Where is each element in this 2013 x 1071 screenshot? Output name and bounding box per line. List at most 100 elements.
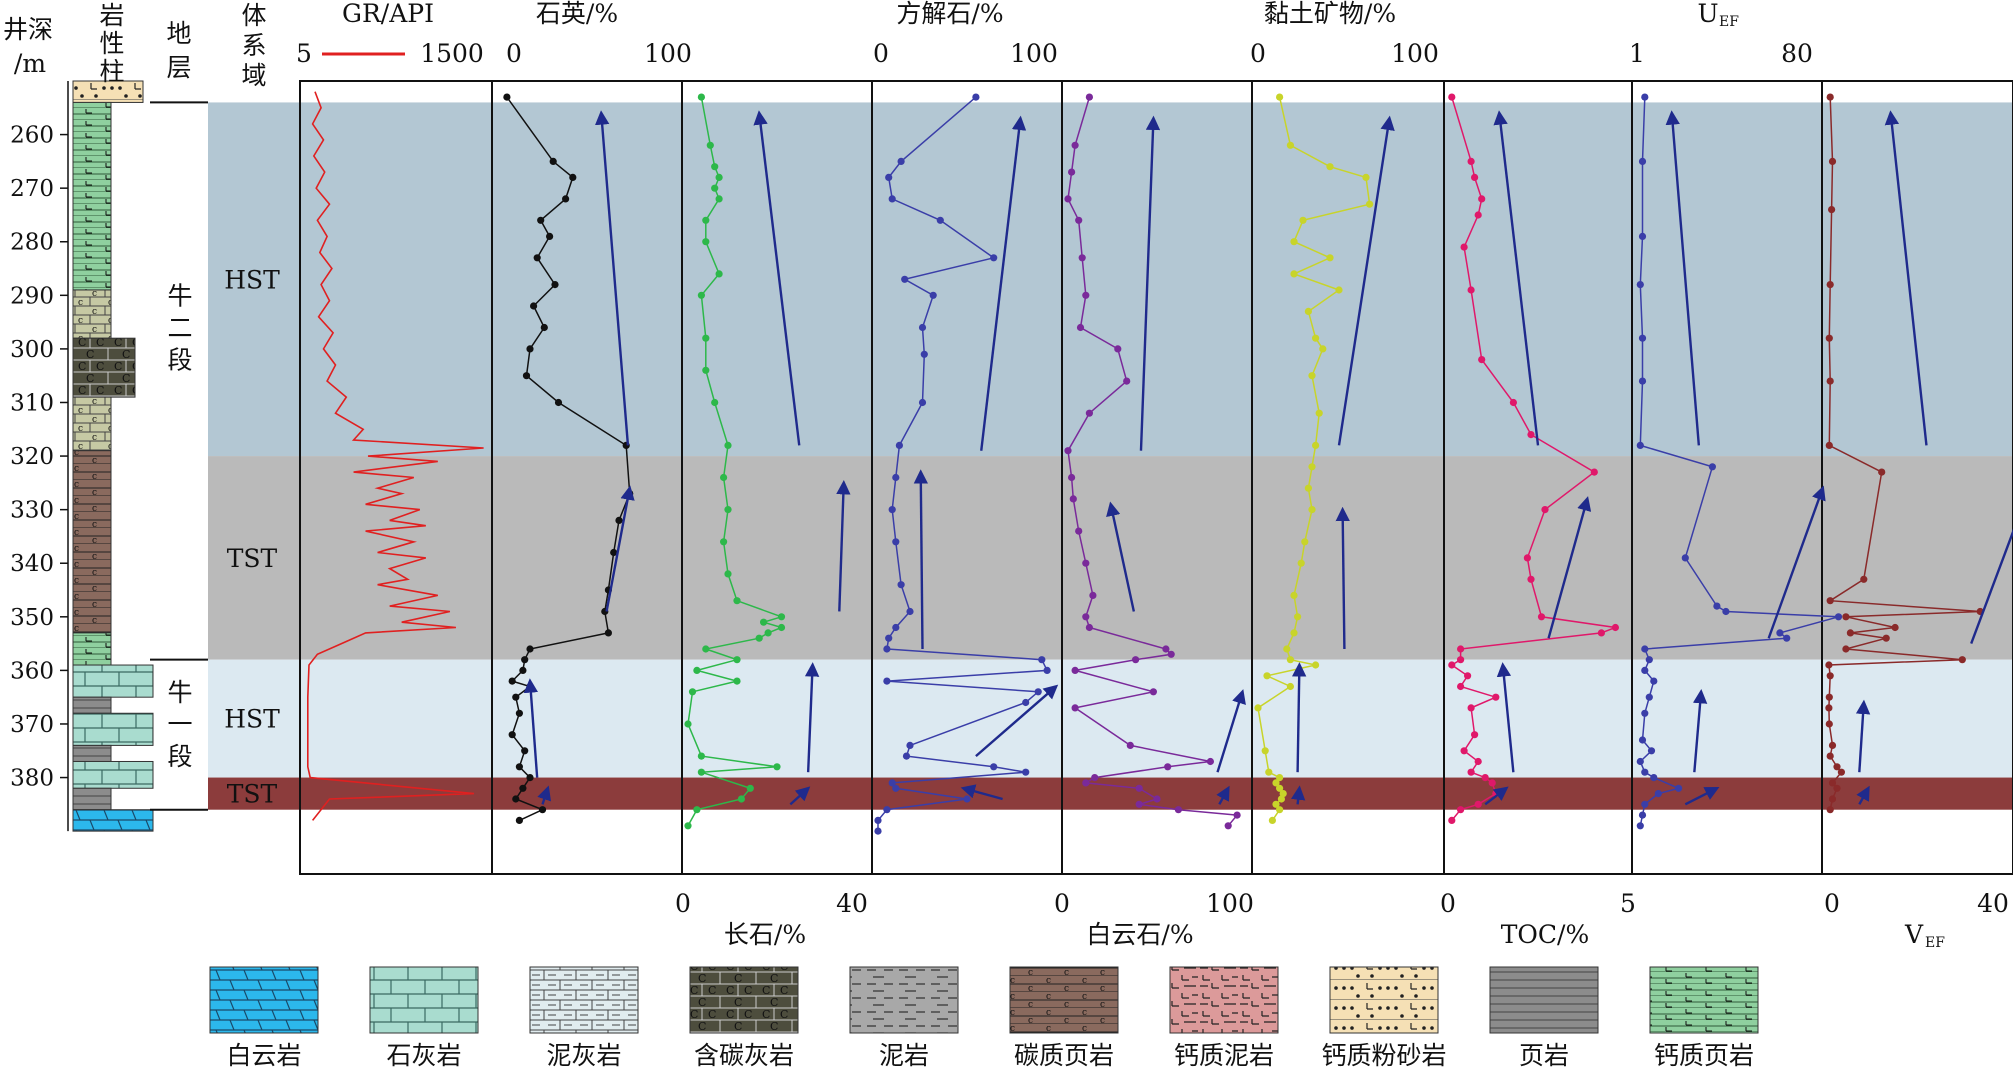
data-point-quartz-0 bbox=[503, 93, 511, 101]
data-point-feldspar-18 bbox=[733, 597, 741, 605]
toc-scale-min: 0 bbox=[1440, 889, 1456, 918]
data-point-clay-31 bbox=[1265, 768, 1273, 776]
data-point-dolomite-35 bbox=[1224, 822, 1232, 830]
data-point-v-21 bbox=[1825, 720, 1833, 728]
data-point-v-1 bbox=[1828, 157, 1837, 165]
dolomite-scale-max: 100 bbox=[1206, 889, 1254, 918]
trend-arrow-dolomite-14 bbox=[1216, 689, 1246, 773]
data-point-calcite-12 bbox=[892, 473, 900, 482]
legend-swatch-marl bbox=[529, 966, 639, 1034]
depth-label-350: 350 bbox=[10, 605, 54, 631]
legend-label-calc_mudstone: 钙质泥岩 bbox=[1174, 1041, 1274, 1070]
data-point-u-22 bbox=[1636, 757, 1644, 766]
data-point-v-11 bbox=[1842, 613, 1850, 621]
data-point-u-18 bbox=[1645, 693, 1653, 701]
data-point-quartz-19 bbox=[604, 629, 613, 637]
lithology-layer-calc_shale bbox=[72, 632, 112, 666]
data-point-clay-30 bbox=[1261, 747, 1269, 755]
lithology-header-3: 柱 bbox=[99, 57, 124, 86]
data-point-quartz-7 bbox=[551, 281, 559, 289]
data-point-clay-35 bbox=[1279, 790, 1287, 798]
data-point-clay-22 bbox=[1294, 613, 1302, 621]
tract-band-1 bbox=[208, 456, 2013, 660]
data-point-v-23 bbox=[1826, 752, 1834, 760]
data-point-feldspar-11 bbox=[702, 366, 710, 374]
data-point-u-21 bbox=[1647, 747, 1656, 755]
lithology-layer-limestone bbox=[72, 760, 154, 789]
u-scale-min: 1 bbox=[1629, 39, 1645, 68]
data-point-quartz-4 bbox=[537, 216, 545, 224]
u-title: U bbox=[1697, 0, 1718, 28]
data-point-feldspar-20 bbox=[760, 618, 768, 626]
data-point-feldspar-36 bbox=[684, 822, 692, 830]
depth-label-330: 330 bbox=[10, 498, 54, 524]
data-point-clay-19 bbox=[1301, 538, 1309, 546]
depth-label-380: 380 bbox=[10, 766, 54, 792]
clay-title: 黏土矿物/% bbox=[1264, 0, 1396, 28]
data-point-dolomite-21 bbox=[1132, 656, 1140, 664]
data-point-toc-16 bbox=[1597, 629, 1605, 637]
data-point-dolomite-14 bbox=[1075, 527, 1083, 535]
feldspar-scale-min: 0 bbox=[675, 889, 691, 918]
trend-arrow-u-27 bbox=[1684, 786, 1720, 806]
data-point-clay-34 bbox=[1276, 784, 1284, 792]
stratum-label-1-0: 牛 bbox=[167, 678, 192, 707]
data-point-u-27 bbox=[1641, 800, 1649, 808]
data-point-u-13 bbox=[1783, 634, 1791, 642]
data-point-toc-7 bbox=[1478, 356, 1486, 364]
data-point-toc-17 bbox=[1457, 645, 1465, 653]
data-point-dolomite-28 bbox=[1091, 774, 1099, 782]
data-point-feldspar-4 bbox=[711, 184, 719, 192]
lithology-legend: 白云岩 石灰岩 泥灰岩 含碳灰岩 泥岩 碳质页岩 钙质泥岩 钙质粉砂岩 页岩 钙质页岩 bbox=[209, 966, 1759, 1070]
data-point-toc-14 bbox=[1537, 613, 1546, 621]
legend-swatch-calc_mudstone bbox=[1169, 966, 1279, 1034]
data-point-v-3 bbox=[1826, 281, 1834, 289]
data-point-quartz-12 bbox=[554, 398, 563, 407]
trend-arrow-feldspar-5 bbox=[836, 479, 851, 612]
data-point-dolomite-0 bbox=[1085, 93, 1093, 101]
data-point-toc-33 bbox=[1448, 816, 1456, 825]
data-point-calcite-8 bbox=[918, 323, 927, 332]
data-point-toc-1 bbox=[1467, 157, 1475, 165]
data-point-quartz-2 bbox=[569, 173, 577, 181]
data-point-dolomite-15 bbox=[1082, 559, 1090, 567]
data-point-dolomite-6 bbox=[1082, 291, 1090, 299]
legend-label-carbon_limestone: 含碳灰岩 bbox=[694, 1041, 794, 1070]
trend-arrow-feldspar-4 bbox=[753, 110, 801, 446]
data-point-clay-4 bbox=[1366, 200, 1374, 208]
trend-arrow-u-26 bbox=[1692, 688, 1708, 773]
tract-band-2 bbox=[208, 659, 2013, 778]
data-point-dolomite-12 bbox=[1068, 473, 1076, 482]
data-point-quartz-23 bbox=[508, 677, 516, 685]
data-point-feldspar-19 bbox=[777, 613, 786, 621]
trend-arrow-v-31 bbox=[1856, 785, 1870, 805]
data-point-feldspar-25 bbox=[733, 656, 741, 664]
data-point-v-26 bbox=[1828, 779, 1837, 787]
data-point-v-8 bbox=[1860, 575, 1868, 583]
data-point-feldspar-12 bbox=[711, 398, 719, 407]
data-point-clay-24 bbox=[1283, 645, 1291, 653]
legend-label-carbon_shale: 碳质页岩 bbox=[1014, 1041, 1114, 1070]
gr-scale-min: 5 bbox=[296, 39, 312, 68]
legend-label-marl: 泥灰岩 bbox=[546, 1041, 621, 1070]
data-point-quartz-16 bbox=[610, 548, 618, 557]
data-point-toc-9 bbox=[1527, 431, 1535, 439]
data-point-clay-8 bbox=[1290, 270, 1298, 278]
trend-arrow-v-28 bbox=[1884, 110, 1928, 446]
data-point-dolomite-20 bbox=[1167, 650, 1175, 658]
data-point-calcite-13 bbox=[888, 506, 896, 514]
data-point-dolomite-19 bbox=[1162, 645, 1170, 653]
data-point-v-24 bbox=[1833, 763, 1841, 771]
data-point-clay-0 bbox=[1276, 93, 1284, 101]
tract-labels: HST TST HST TST bbox=[224, 265, 280, 808]
data-point-quartz-3 bbox=[562, 195, 570, 203]
trend-arrow-toc-21 bbox=[1547, 496, 1592, 639]
depth-label-270: 270 bbox=[10, 176, 54, 202]
trend-arrow-clay-18 bbox=[1292, 662, 1307, 773]
data-point-toc-21 bbox=[1457, 682, 1465, 691]
data-point-u-17 bbox=[1650, 677, 1658, 685]
data-point-quartz-33 bbox=[538, 806, 547, 814]
data-point-clay-27 bbox=[1263, 672, 1271, 680]
data-point-clay-33 bbox=[1272, 779, 1280, 787]
data-point-dolomite-29 bbox=[1082, 779, 1090, 787]
